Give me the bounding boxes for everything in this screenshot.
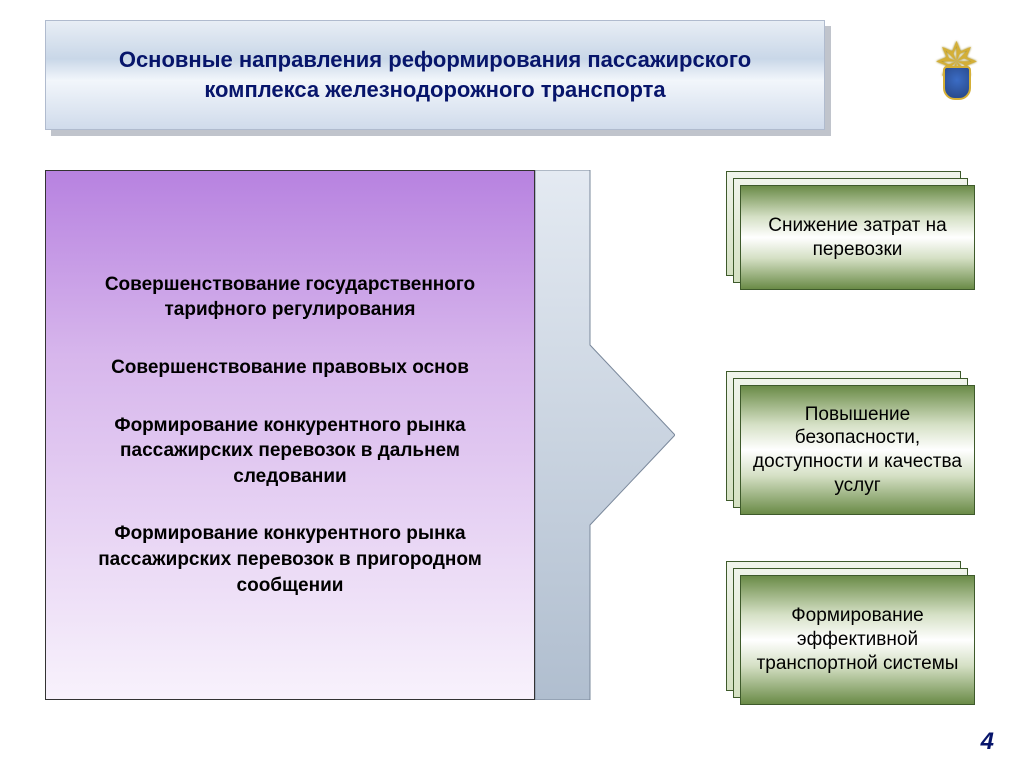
- goal-stack: Повышение безопасности, доступности и ка…: [740, 385, 975, 515]
- slide-title: Основные направления реформирования пасс…: [76, 45, 794, 104]
- directions-panel: Совершенствование государственного тариф…: [45, 170, 535, 700]
- goal-box: Снижение затрат на перевозки: [740, 185, 975, 290]
- goal-box: Формирование эффективной транспортной си…: [740, 575, 975, 705]
- title-box: Основные направления реформирования пасс…: [45, 20, 825, 130]
- goal-stack: Снижение затрат на перевозки: [740, 185, 975, 290]
- state-emblem-icon: ✵: [909, 8, 1004, 123]
- direction-item: Совершенствование правовых основ: [111, 355, 469, 381]
- goal-text: Формирование эффективной транспортной си…: [751, 604, 964, 675]
- goal-stack: Формирование эффективной транспортной си…: [740, 575, 975, 705]
- goal-text: Снижение затрат на перевозки: [751, 214, 964, 262]
- direction-item: Формирование конкурентного рынка пассажи…: [81, 413, 499, 490]
- direction-item: Формирование конкурентного рынка пассажи…: [81, 521, 499, 598]
- goal-box: Повышение безопасности, доступности и ка…: [740, 385, 975, 515]
- goal-text: Повышение безопасности, доступности и ка…: [751, 403, 964, 498]
- flow-arrow-icon: [535, 170, 675, 700]
- shield-icon: [943, 66, 971, 100]
- direction-item: Совершенствование государственного тариф…: [81, 272, 499, 323]
- title-panel: Основные направления реформирования пасс…: [45, 20, 825, 130]
- page-number: 4: [981, 728, 994, 756]
